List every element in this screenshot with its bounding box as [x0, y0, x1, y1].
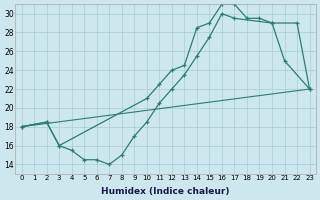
X-axis label: Humidex (Indice chaleur): Humidex (Indice chaleur) — [101, 187, 230, 196]
